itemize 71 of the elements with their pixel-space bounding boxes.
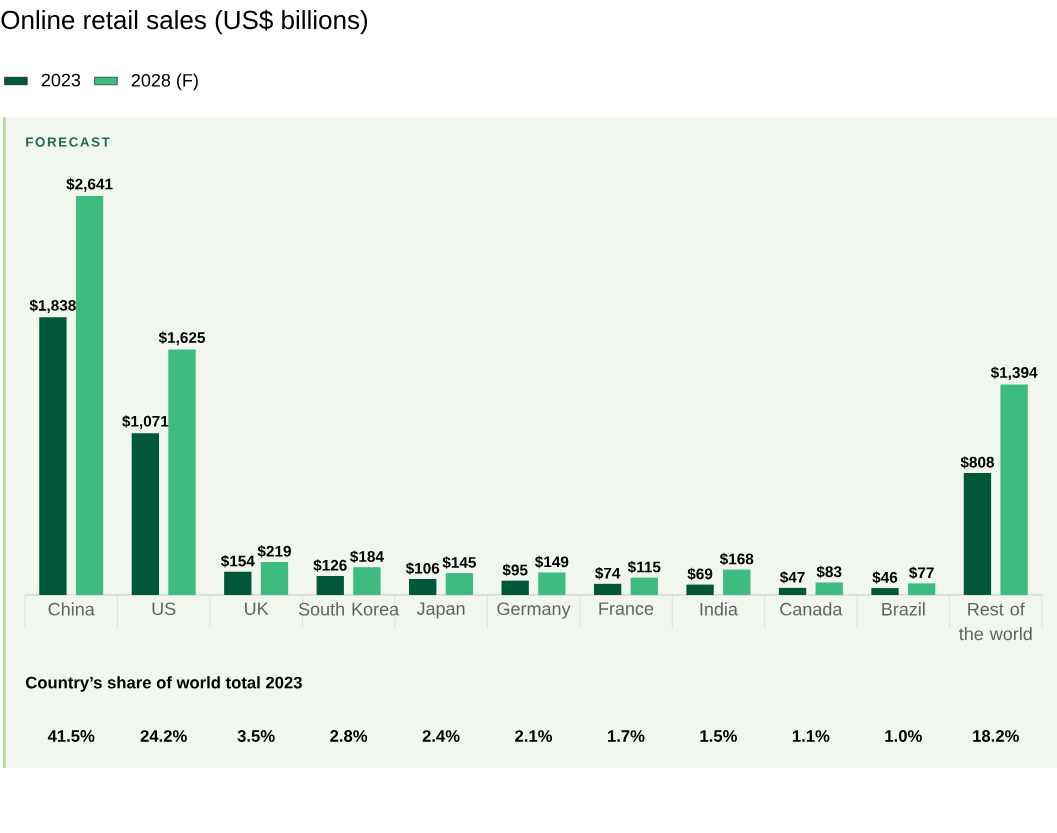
- chart-title: Online retail sales (US$ billions): [1, 9, 368, 35]
- bar: [39, 317, 67, 595]
- data-label: $1,394: [990, 366, 1038, 381]
- text: 24.2%: [140, 730, 187, 742]
- data-label: $149: [534, 555, 569, 569]
- data-label: $115: [627, 560, 661, 574]
- data-label: $168: [719, 552, 754, 566]
- data-label: $154: [220, 554, 255, 568]
- x-tick-label: Japan: [416, 602, 465, 619]
- data-label: $1,625: [158, 331, 206, 346]
- x-tick-label: South Korea: [298, 602, 400, 616]
- text: 1.1%: [792, 730, 830, 742]
- bar: [630, 577, 658, 595]
- data-label: $46: [872, 571, 898, 584]
- bar: [907, 583, 936, 595]
- x-tick-label: Germany: [497, 602, 571, 619]
- bar: [1000, 384, 1028, 595]
- bar: [963, 472, 992, 595]
- x-tick-label: France: [599, 602, 654, 615]
- bar: [723, 569, 751, 595]
- text: 2.1%: [515, 730, 553, 742]
- data-label: $77: [909, 566, 934, 580]
- bar: [815, 582, 843, 595]
- data-label: $83: [816, 565, 842, 579]
- bar: [168, 349, 196, 595]
- x-tick-label: India: [700, 602, 738, 616]
- bar: [224, 571, 252, 595]
- x-tick-label: Brazil: [882, 602, 925, 616]
- bar: [131, 433, 160, 595]
- legend-label: 2023: [41, 73, 81, 87]
- data-label: $2,641: [66, 177, 113, 192]
- x-tick-label: US: [152, 602, 176, 616]
- text: 1.5%: [700, 730, 737, 742]
- text: 18.2%: [973, 730, 1019, 742]
- bar: [316, 575, 344, 595]
- bar: [75, 196, 104, 595]
- data-label: $126: [313, 559, 347, 572]
- data-label: $74: [595, 567, 621, 580]
- legend-label: 2028 (F): [131, 73, 198, 91]
- text: Country’s share of world total 2023: [25, 676, 302, 692]
- text: 41.5%: [47, 730, 95, 742]
- bar: [778, 587, 807, 595]
- data-label: $1,071: [122, 415, 169, 429]
- bar: [686, 584, 714, 595]
- x-tick-label: China: [48, 602, 95, 616]
- bar: [871, 588, 899, 595]
- bar: [409, 578, 437, 595]
- text: 2.8%: [330, 730, 368, 742]
- bar: [353, 567, 381, 595]
- text: FORECAST: [26, 137, 110, 147]
- data-label: $184: [350, 550, 384, 563]
- data-label: $106: [405, 562, 440, 575]
- x-tick-label: Canada: [780, 602, 843, 616]
- bar: [593, 583, 622, 595]
- data-label: $145: [442, 556, 476, 569]
- bar: [501, 580, 529, 595]
- bar: [445, 573, 474, 595]
- data-label: $808: [960, 456, 995, 469]
- data-label: $95: [502, 563, 528, 577]
- text: 2.4%: [422, 730, 460, 742]
- data-label: $219: [257, 545, 291, 558]
- bar: [260, 561, 289, 595]
- data-label: $69: [687, 567, 713, 581]
- data-label: $1,838: [29, 299, 76, 314]
- bar: [538, 572, 566, 595]
- x-tick-label: UK: [245, 602, 269, 615]
- x-tick-label: Rest of the world: [959, 602, 1032, 641]
- text: 3.5%: [237, 730, 275, 742]
- text: 1.7%: [608, 730, 645, 742]
- data-label: $47: [779, 571, 805, 584]
- text: 1.0%: [885, 730, 922, 742]
